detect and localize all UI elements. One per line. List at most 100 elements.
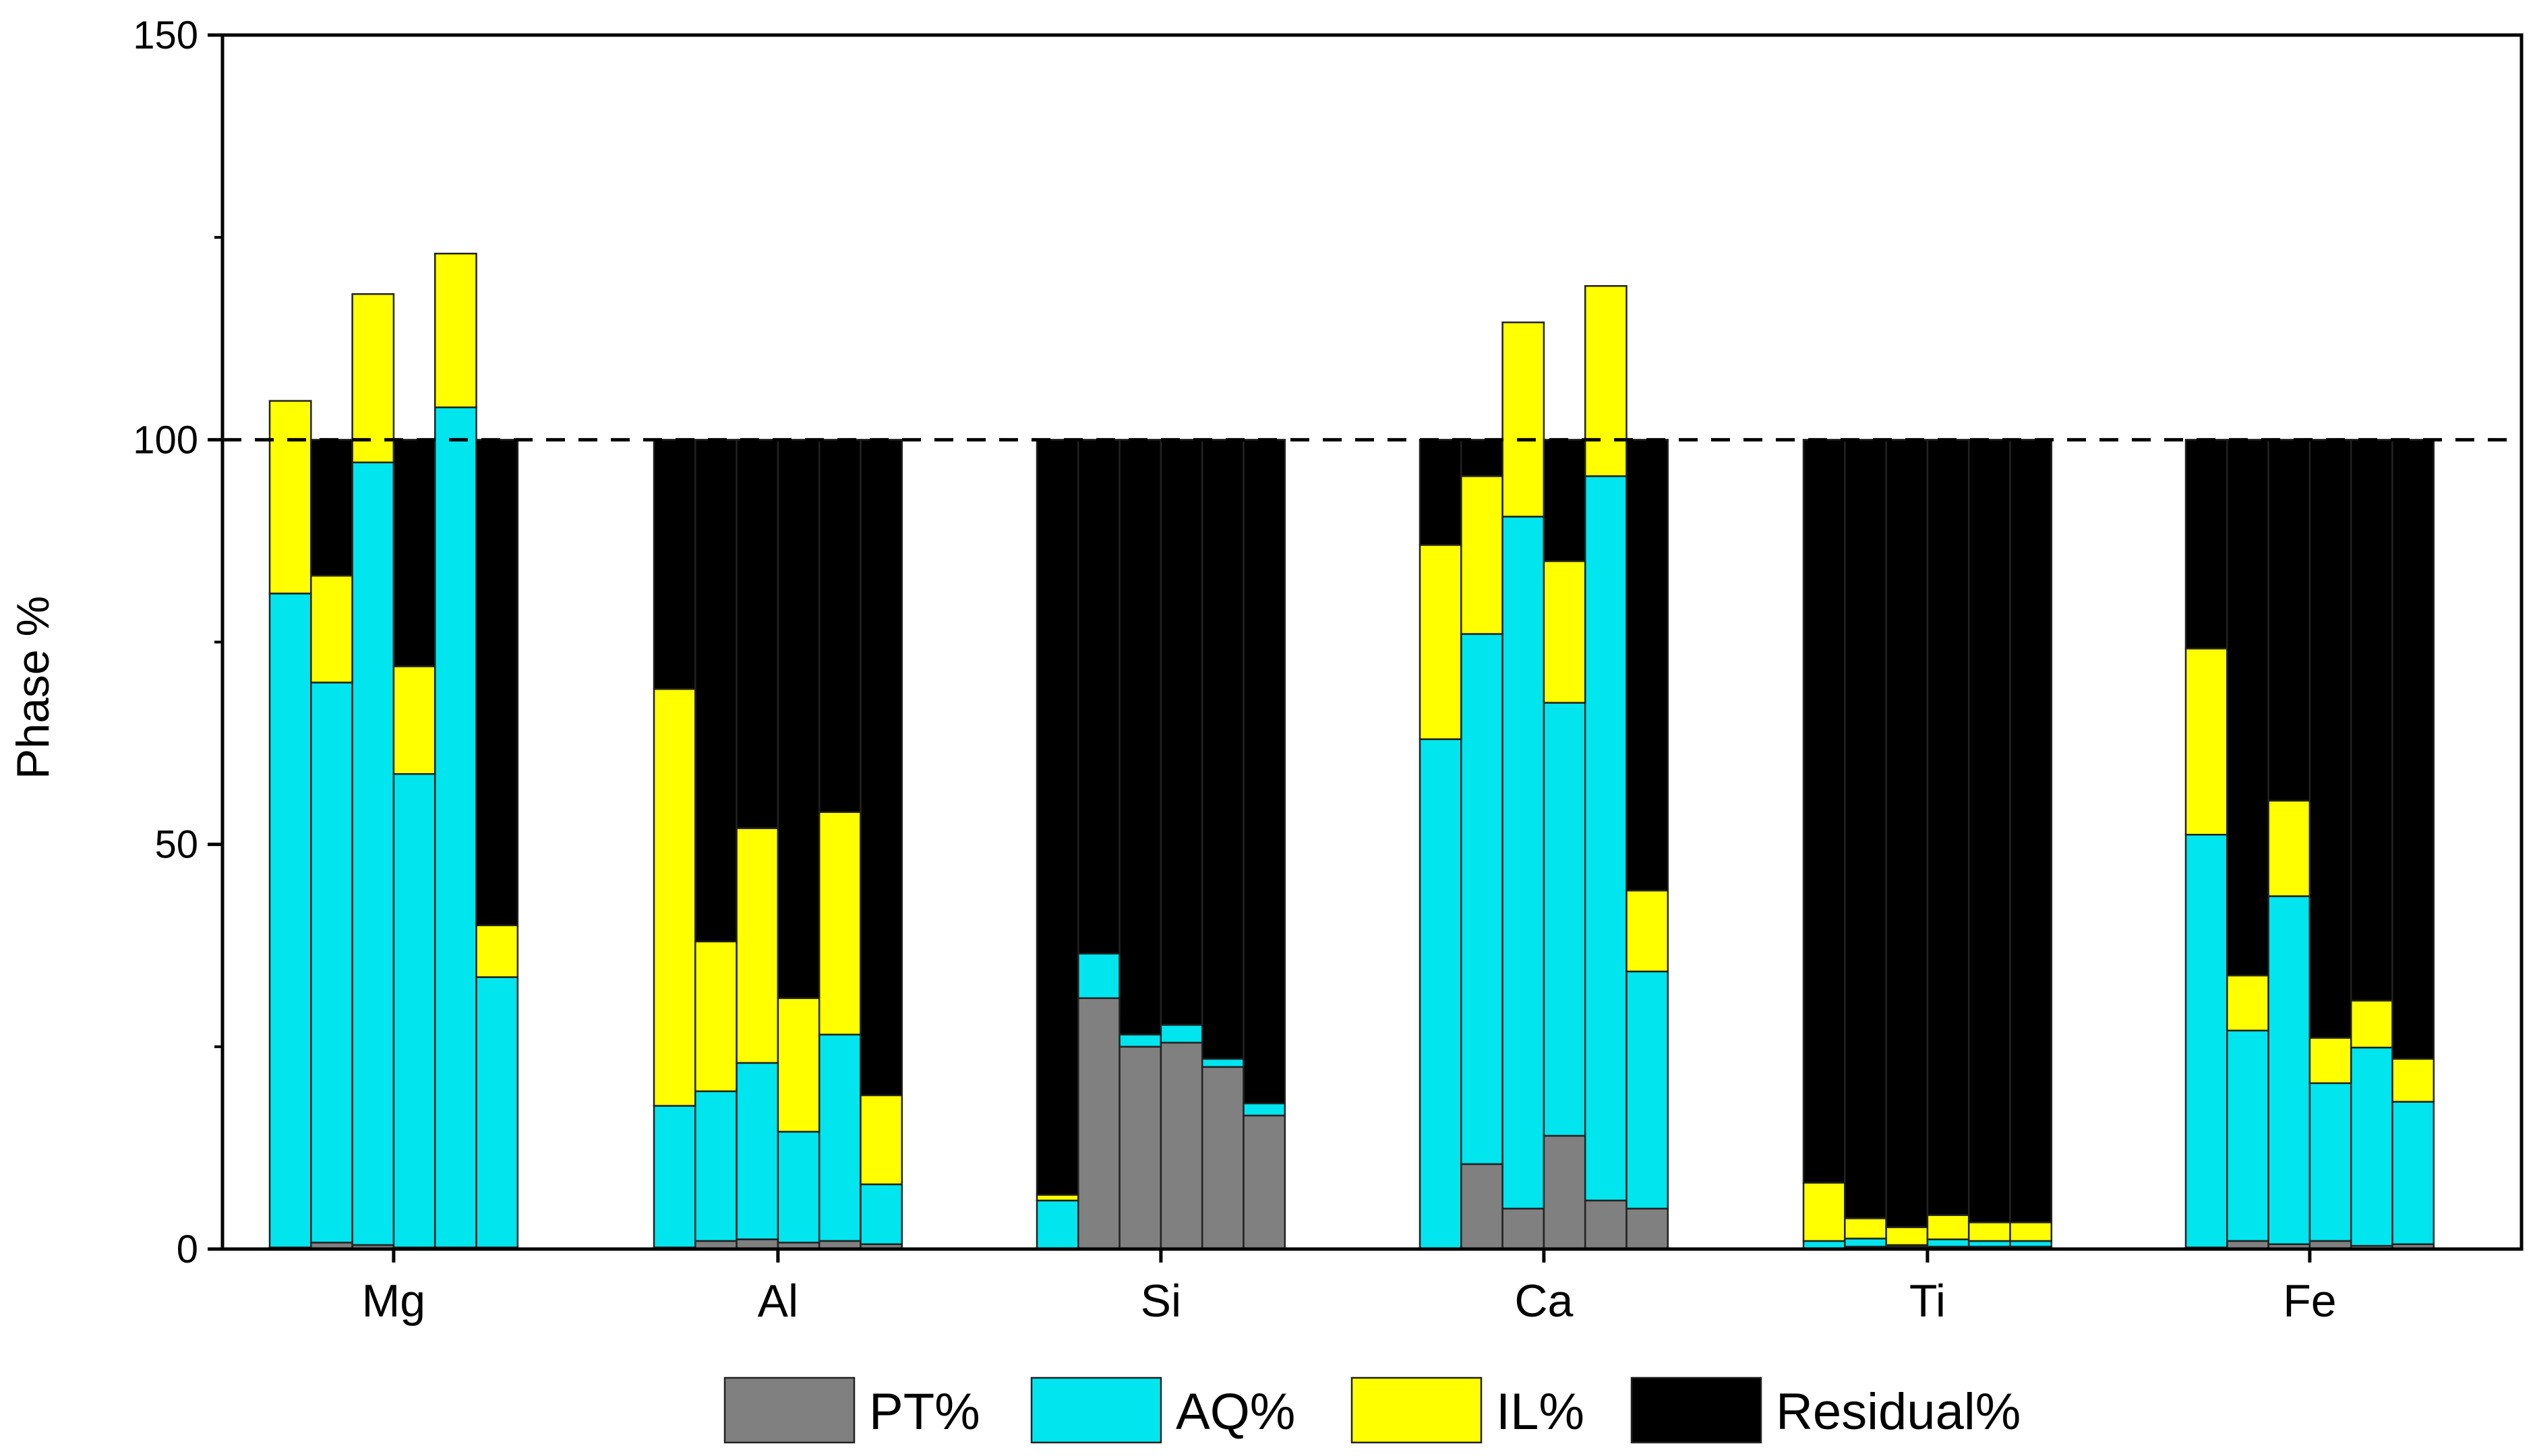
- bar-segment-il-mg-1: [268, 400, 312, 595]
- bar-segment-aq-ti-6: [2009, 1240, 2053, 1248]
- bar-segment-il-mg-6: [475, 924, 519, 978]
- y-tick-label: 50: [154, 823, 198, 867]
- bar-segment-aq-si-4: [1160, 1024, 1203, 1044]
- bar-segment-il-al-5: [818, 811, 862, 1036]
- bar-segment-aq-ca-5: [1584, 475, 1628, 1202]
- bar-segment-il-fe-2: [2226, 974, 2269, 1032]
- x-category-label-si: Si: [1141, 1275, 1181, 1327]
- bar-segment-il-ti-4: [1926, 1214, 1970, 1240]
- bar-segment-aq-fe-2: [2226, 1029, 2269, 1242]
- bar-segment-il-ca-3: [1501, 321, 1545, 518]
- bars-layer: [268, 252, 2435, 1250]
- bar-segment-residual-al-4: [777, 439, 821, 1000]
- y-tick-label: 150: [133, 13, 198, 57]
- bar-segment-il-fe-6: [2391, 1058, 2435, 1103]
- bar-segment-il-mg-2: [310, 574, 353, 684]
- bar-segment-aq-mg-4: [392, 772, 436, 1248]
- bar-segment-aq-mg-5: [434, 406, 477, 1248]
- bar-segment-il-ti-1: [1802, 1182, 1846, 1242]
- bar-segment-il-al-1: [653, 688, 696, 1107]
- bar-segment-aq-fe-4: [2308, 1082, 2352, 1242]
- x-category-label-mg: Mg: [362, 1275, 425, 1327]
- bar-segment-residual-ti-3: [1885, 439, 1929, 1228]
- bar-segment-il-ti-2: [1844, 1217, 1887, 1240]
- bar-segment-aq-fe-5: [2350, 1046, 2393, 1247]
- x-category-label-ca: Ca: [1514, 1275, 1573, 1327]
- bar-segment-pt-si-5: [1201, 1066, 1245, 1250]
- bar-segment-residual-fe-5: [2350, 439, 2393, 1002]
- bar-segment-aq-mg-2: [310, 681, 353, 1244]
- bar-segment-residual-fe-4: [2308, 439, 2352, 1039]
- bar-segment-aq-ca-3: [1501, 516, 1545, 1210]
- bar-segment-aq-si-2: [1077, 952, 1121, 1000]
- bar-segment-il-mg-3: [351, 293, 395, 464]
- bar-segment-residual-fe-2: [2226, 439, 2269, 977]
- y-tick-label: 100: [133, 418, 198, 462]
- bar-segment-residual-ti-4: [1926, 439, 1970, 1216]
- legend-label-aq: AQ%: [1176, 1383, 1295, 1440]
- bar-segment-residual-ca-2: [1460, 439, 1503, 477]
- bar-segment-residual-al-3: [736, 439, 779, 829]
- bar-segment-il-ca-2: [1460, 475, 1503, 635]
- bar-segment-pt-si-3: [1119, 1045, 1162, 1250]
- bar-segment-residual-fe-6: [2391, 439, 2435, 1060]
- bar-segment-aq-fe-1: [2184, 834, 2228, 1248]
- bar-segment-il-ti-6: [2009, 1221, 2053, 1242]
- legend-swatch-il: [1350, 1376, 1483, 1444]
- bar-segment-aq-mg-1: [268, 593, 312, 1248]
- bar-segment-residual-mg-2: [310, 439, 353, 577]
- bar-segment-aq-fe-6: [2391, 1101, 2435, 1246]
- x-category-label-al: Al: [758, 1275, 798, 1327]
- bar-segment-aq-si-3: [1119, 1033, 1162, 1048]
- bar-segment-il-al-3: [736, 827, 779, 1064]
- bar-segment-il-ca-4: [1543, 560, 1586, 704]
- bar-segment-aq-ti-2: [1844, 1238, 1887, 1248]
- bar-segment-residual-al-2: [694, 439, 738, 942]
- legend: PT% AQ% IL% Residual%: [723, 1376, 2021, 1444]
- bar-segment-aq-mg-6: [475, 976, 519, 1248]
- legend-swatch-aq: [1030, 1376, 1162, 1444]
- bar-segment-residual-fe-3: [2267, 439, 2311, 802]
- bar-segment-residual-ca-1: [1419, 439, 1462, 546]
- bar-segment-residual-si-4: [1160, 439, 1203, 1026]
- bar-segment-il-mg-5: [434, 252, 477, 408]
- y-tick-label: 0: [177, 1227, 198, 1271]
- bar-segment-il-ti-5: [1967, 1221, 2011, 1242]
- legend-swatch-residual: [1630, 1376, 1762, 1444]
- legend-label-pt: PT%: [869, 1383, 980, 1440]
- legend-label-residual: Residual%: [1776, 1383, 2021, 1440]
- bar-segment-aq-ca-6: [1626, 970, 1669, 1210]
- bar-segment-residual-ca-6: [1626, 439, 1669, 892]
- bar-segment-il-al-4: [777, 997, 821, 1133]
- x-category-label-ti: Ti: [1909, 1275, 1946, 1327]
- bar-segment-il-al-6: [860, 1094, 903, 1186]
- bar-segment-residual-al-1: [653, 439, 696, 690]
- bar-segment-pt-ca-4: [1543, 1134, 1586, 1250]
- bar-segment-residual-ti-2: [1844, 439, 1887, 1219]
- bar-segment-residual-ca-4: [1543, 439, 1586, 562]
- bar-segment-aq-fe-3: [2267, 895, 2311, 1246]
- bar-segment-aq-ca-4: [1543, 702, 1586, 1137]
- bar-segment-residual-si-5: [1201, 439, 1245, 1060]
- bar-segment-aq-al-5: [818, 1033, 862, 1242]
- bar-segment-aq-al-3: [736, 1062, 779, 1240]
- bar-segment-residual-fe-1: [2184, 439, 2228, 650]
- bar-segment-il-fe-3: [2267, 799, 2311, 897]
- bar-segment-residual-si-1: [1036, 439, 1079, 1196]
- bar-segment-aq-mg-3: [351, 461, 395, 1246]
- bar-segment-il-si-1: [1036, 1194, 1079, 1202]
- bar-segment-aq-al-6: [860, 1183, 903, 1246]
- bar-segment-pt-ca-6: [1626, 1207, 1669, 1250]
- bar-segment-residual-ti-6: [2009, 439, 2053, 1223]
- bar-segment-residual-si-3: [1119, 439, 1162, 1036]
- bar-segment-il-ca-6: [1626, 889, 1669, 973]
- y-axis-title: Phase %: [7, 596, 59, 779]
- bar-segment-il-al-2: [694, 940, 738, 1093]
- bar-segment-aq-si-1: [1036, 1199, 1079, 1250]
- bar-segment-pt-si-4: [1160, 1041, 1203, 1250]
- bar-segment-residual-si-2: [1077, 439, 1121, 955]
- y-axis: 0 50 100 150: [133, 13, 222, 1271]
- bar-segment-aq-ca-1: [1419, 738, 1462, 1250]
- bar-segment-residual-mg-4: [392, 439, 436, 667]
